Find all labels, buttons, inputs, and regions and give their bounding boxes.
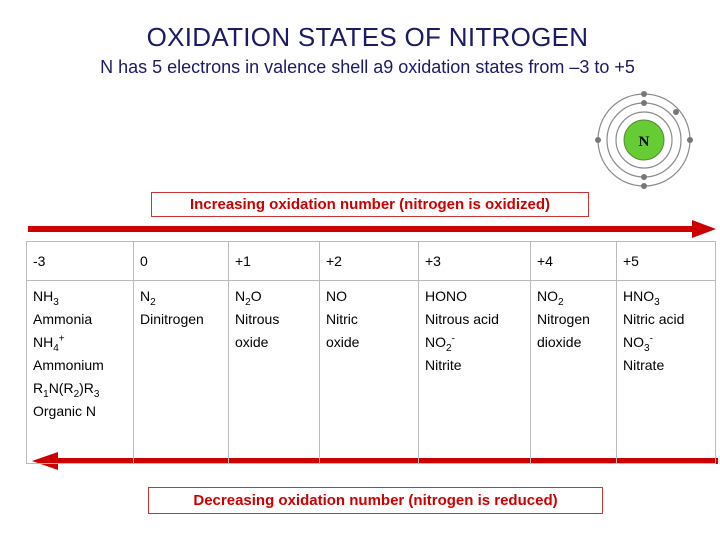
table-row-states: -3 0 +1 +2 +3 +4 +5	[26, 241, 716, 281]
formula-organic-n: R1N(R2)R3	[33, 380, 100, 400]
name-nitrous: Nitrous	[235, 311, 280, 327]
formula-nitrite: NO2-	[425, 333, 455, 354]
name-nitric: Nitric	[326, 311, 358, 327]
state-cell: +1	[228, 241, 320, 281]
atom-symbol: N	[639, 134, 650, 150]
formula-nitrous-oxide: N2O	[235, 288, 262, 308]
name-ammonia: Ammonia	[33, 311, 93, 327]
formula-ammonia: NH3	[33, 288, 59, 308]
formula-nitric-oxide: NO	[326, 288, 347, 304]
oxidation-table: -3 0 +1 +2 +3 +4 +5 NH3 Ammonia NH4+ Amm…	[26, 241, 716, 464]
table-row-species: NH3 Ammonia NH4+ Ammonium R1N(R2)R3 Orga…	[26, 280, 716, 464]
name-nitrate: Nitrate	[623, 357, 665, 373]
state-cell: +3	[418, 241, 531, 281]
name-nitrous-acid: Nitrous acid	[425, 311, 499, 327]
subtitle-suffix: 9 oxidation states from –3 to +5	[383, 57, 635, 77]
species-cell-0: N2 Dinitrogen	[133, 280, 229, 464]
arrow-glyph-icon: a	[373, 57, 384, 77]
increasing-label: Increasing oxidation number (nitrogen is…	[151, 192, 589, 217]
name-nitric-acid: Nitric acid	[623, 311, 685, 327]
species-cell-plus3: HONO Nitrous acid NO2- Nitrite	[418, 280, 531, 464]
formula-nitrogen-dioxide: NO2	[537, 288, 564, 308]
species-cell-minus3: NH3 Ammonia NH4+ Ammonium R1N(R2)R3 Orga…	[26, 280, 134, 464]
name-dioxide: dioxide	[537, 334, 582, 350]
name-oxide: oxide	[326, 334, 360, 350]
nitrogen-atom-diagram: N	[595, 91, 693, 189]
formula-ammonium: NH4+	[33, 333, 65, 354]
state-cell: 0	[133, 241, 229, 281]
name-nitrogen: Nitrogen	[537, 311, 590, 327]
formula-dinitrogen: N2	[140, 288, 156, 308]
species-cell-plus2: NO Nitric oxide	[319, 280, 419, 464]
species-cell-plus1: N2O Nitrous oxide	[228, 280, 320, 464]
name-nitrite: Nitrite	[425, 357, 462, 373]
name-ammonium: Ammonium	[33, 357, 104, 373]
page-title: OXIDATION STATES OF NITROGEN	[146, 22, 589, 52]
state-cell: +5	[616, 241, 716, 281]
species-cell-plus4: NO2 Nitrogen dioxide	[530, 280, 617, 464]
state-cell: +4	[530, 241, 617, 281]
subtitle-prefix: N has 5 electrons in valence shell	[100, 57, 374, 77]
formula-nitric-acid: HNO3	[623, 288, 660, 308]
state-cell: +2	[319, 241, 419, 281]
formula-nitrous-acid: HONO	[425, 288, 467, 304]
page-subtitle: N has 5 electrons in valence shell a9 ox…	[0, 57, 720, 78]
species-cell-plus5: HNO3 Nitric acid NO3- Nitrate	[616, 280, 716, 464]
state-cell: -3	[26, 241, 134, 281]
name-organic-n: Organic N	[33, 403, 97, 419]
name-oxide: oxide	[235, 334, 269, 350]
name-dinitrogen: Dinitrogen	[140, 311, 204, 327]
decreasing-label: Decreasing oxidation number (nitrogen is…	[148, 487, 603, 514]
formula-nitrate: NO3-	[623, 333, 653, 354]
arrow-right-icon	[28, 220, 716, 238]
